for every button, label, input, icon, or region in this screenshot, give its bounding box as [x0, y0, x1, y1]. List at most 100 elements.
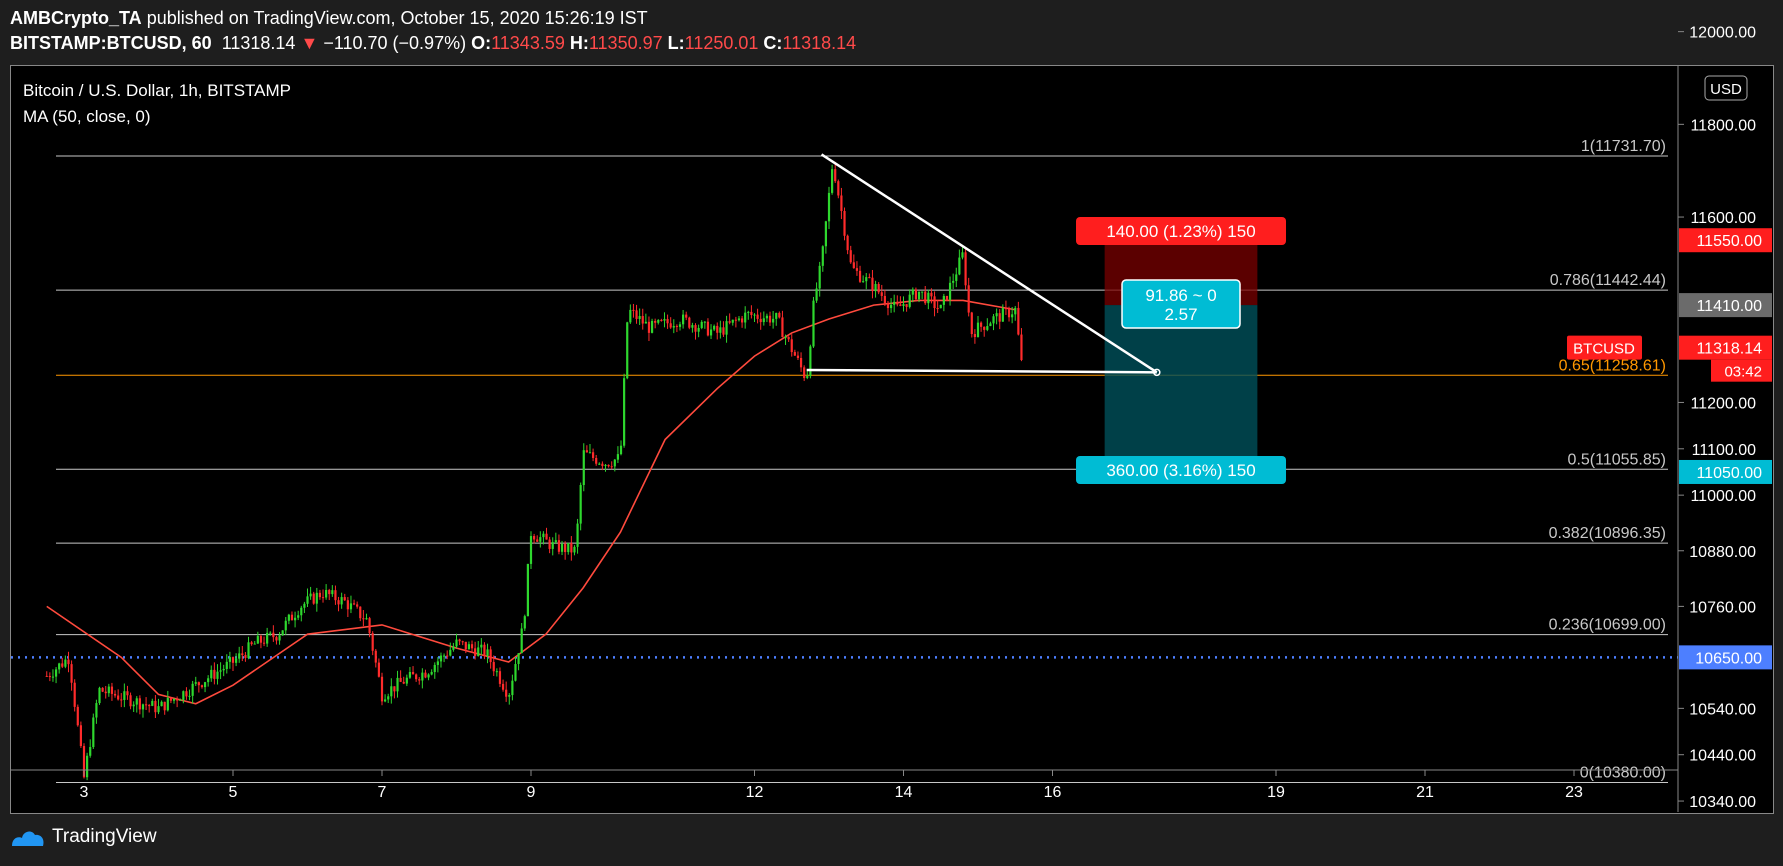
candle-body	[402, 681, 405, 684]
candle-body	[837, 181, 840, 196]
chart-title: Bitcoin / U.S. Dollar, 1h, BITSTAMP	[23, 81, 291, 100]
y-tick-label: 10880.00	[1689, 544, 1756, 561]
candle-body	[436, 661, 439, 665]
candle-body	[781, 317, 784, 338]
candle-body	[477, 647, 480, 656]
candle-body	[672, 326, 675, 328]
candle-body	[166, 697, 169, 711]
candle-body	[231, 657, 235, 663]
close-label: C:	[763, 33, 783, 53]
candle-body	[411, 671, 415, 675]
candle-body	[430, 672, 433, 675]
candle-body	[182, 691, 185, 700]
candle-body	[352, 603, 356, 605]
candle-body	[76, 706, 79, 726]
candle-body	[380, 676, 384, 702]
candle-body	[384, 699, 387, 702]
countdown: 03:42	[1724, 364, 1762, 381]
candle-body	[141, 704, 145, 710]
fib-label: 0.236(10699.00)	[1549, 617, 1666, 634]
candle-body	[377, 662, 380, 677]
candle-body	[983, 326, 986, 330]
candle-body	[610, 466, 613, 468]
x-tick-label: 16	[1044, 784, 1062, 801]
candle-body	[489, 649, 492, 663]
candle-body	[86, 755, 89, 778]
candle-body	[58, 663, 61, 670]
candle-body	[657, 319, 660, 323]
candle-body	[576, 523, 579, 547]
candle-body	[393, 686, 396, 692]
candle-body	[619, 445, 623, 455]
candle-body	[663, 319, 666, 321]
candle-body	[290, 614, 294, 621]
price-tag-bg	[1679, 228, 1772, 253]
x-tick-label: 23	[1565, 784, 1583, 801]
candle-body	[852, 262, 855, 269]
candle-body	[1004, 308, 1008, 310]
candle-body	[144, 704, 148, 706]
candle-body	[812, 300, 815, 347]
candle-body	[772, 318, 775, 323]
candle-body	[495, 671, 498, 673]
candle-body	[439, 655, 443, 662]
candle-body	[337, 600, 340, 605]
candle-body	[1020, 334, 1023, 361]
candle-body	[293, 617, 297, 621]
position-labels: 140.00 (1.23%) 150 91.86 ~ 02.57 360.00 (3…	[1076, 217, 1287, 484]
candle-body	[82, 746, 86, 778]
candle-body	[886, 303, 890, 309]
candle-body	[486, 649, 489, 656]
candle-body	[896, 301, 899, 305]
candle-body	[818, 265, 821, 289]
candle-body	[54, 669, 58, 677]
candle-body	[626, 322, 629, 379]
candle-body	[598, 463, 601, 465]
candle-body	[405, 677, 408, 684]
candle-body	[197, 682, 200, 686]
candle-body	[790, 339, 793, 353]
candle-body	[262, 642, 266, 644]
candle-body	[911, 289, 914, 295]
high-label: H:	[569, 33, 589, 53]
candle-body	[533, 536, 536, 540]
x-tick-label: 5	[229, 784, 238, 801]
candle-body	[734, 319, 737, 321]
candle-body	[654, 320, 657, 323]
candle-body	[356, 604, 359, 607]
candle-body	[151, 700, 154, 706]
candle-body	[169, 697, 173, 701]
candle-body	[191, 683, 194, 696]
candle-body	[737, 318, 741, 321]
candle-body	[942, 295, 945, 305]
candle-body	[567, 542, 570, 553]
ohlc-bar: BITSTAMP:BTCUSD, 60 11318.14 ▼ −110.70 (…	[10, 33, 856, 54]
candle-body	[483, 644, 486, 656]
y-tick-label: 10760.00	[1689, 599, 1756, 616]
candle-body	[132, 704, 135, 707]
candles	[45, 161, 1023, 781]
candle-body	[747, 311, 750, 313]
author-name[interactable]: AMBCrypto_TA	[10, 8, 142, 28]
chart-frame[interactable]	[10, 65, 1774, 814]
candle-body	[765, 315, 769, 319]
price-tag-bg	[1679, 459, 1772, 484]
last-price: 11318.14	[221, 33, 296, 53]
candle-body	[585, 450, 588, 453]
candle-body	[691, 325, 694, 328]
candle-body	[408, 671, 412, 678]
candle-body	[185, 691, 188, 697]
fib-label: 0.786(11442.44)	[1550, 272, 1666, 289]
candle-body	[793, 352, 796, 356]
candle-body	[855, 268, 859, 271]
footer-brand[interactable]: TradingView	[10, 826, 157, 848]
candle-body	[871, 277, 874, 292]
candle-body	[172, 698, 176, 701]
candle-body	[101, 687, 104, 692]
candle-body	[806, 376, 809, 378]
candle-body	[424, 672, 427, 678]
y-tick-label: 11100.00	[1692, 442, 1756, 459]
candle-body	[933, 296, 936, 309]
candle-body	[542, 533, 545, 538]
